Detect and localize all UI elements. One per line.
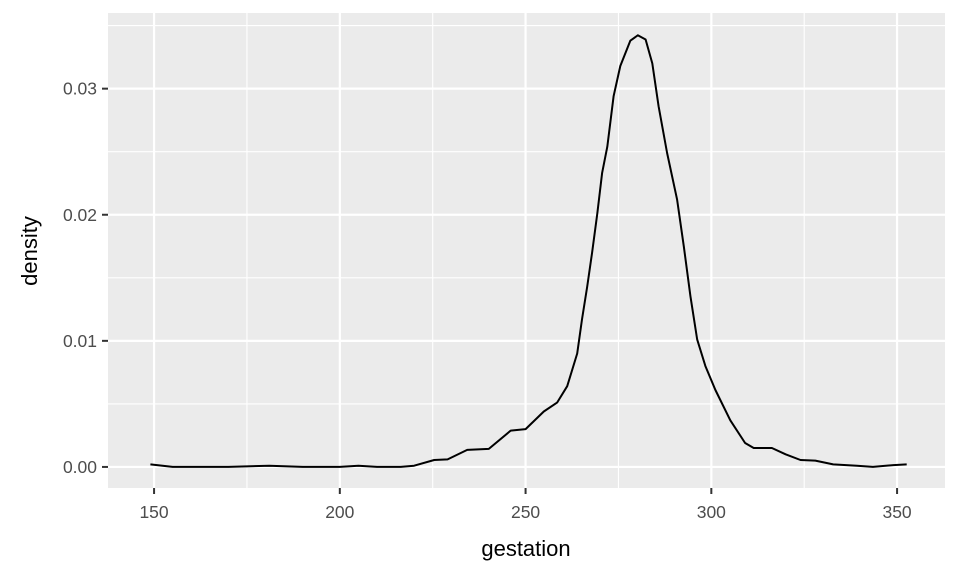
y-axis: 0.00 0.01 0.02 0.03 bbox=[63, 79, 108, 477]
x-axis: 150 200 250 300 350 bbox=[139, 488, 912, 522]
x-axis-title: gestation bbox=[481, 536, 570, 561]
x-tick-label: 200 bbox=[325, 502, 354, 522]
y-tick-label: 0.03 bbox=[63, 79, 97, 99]
x-tick-label: 150 bbox=[139, 502, 168, 522]
y-tick-label: 0.02 bbox=[63, 205, 97, 225]
x-tick-label: 350 bbox=[882, 502, 911, 522]
x-tick-label: 300 bbox=[697, 502, 726, 522]
y-tick-label: 0.00 bbox=[63, 457, 97, 477]
y-tick-label: 0.01 bbox=[63, 331, 97, 351]
x-tick-label: 250 bbox=[511, 502, 540, 522]
density-curve bbox=[150, 34, 907, 468]
y-axis-title: density bbox=[17, 216, 42, 286]
